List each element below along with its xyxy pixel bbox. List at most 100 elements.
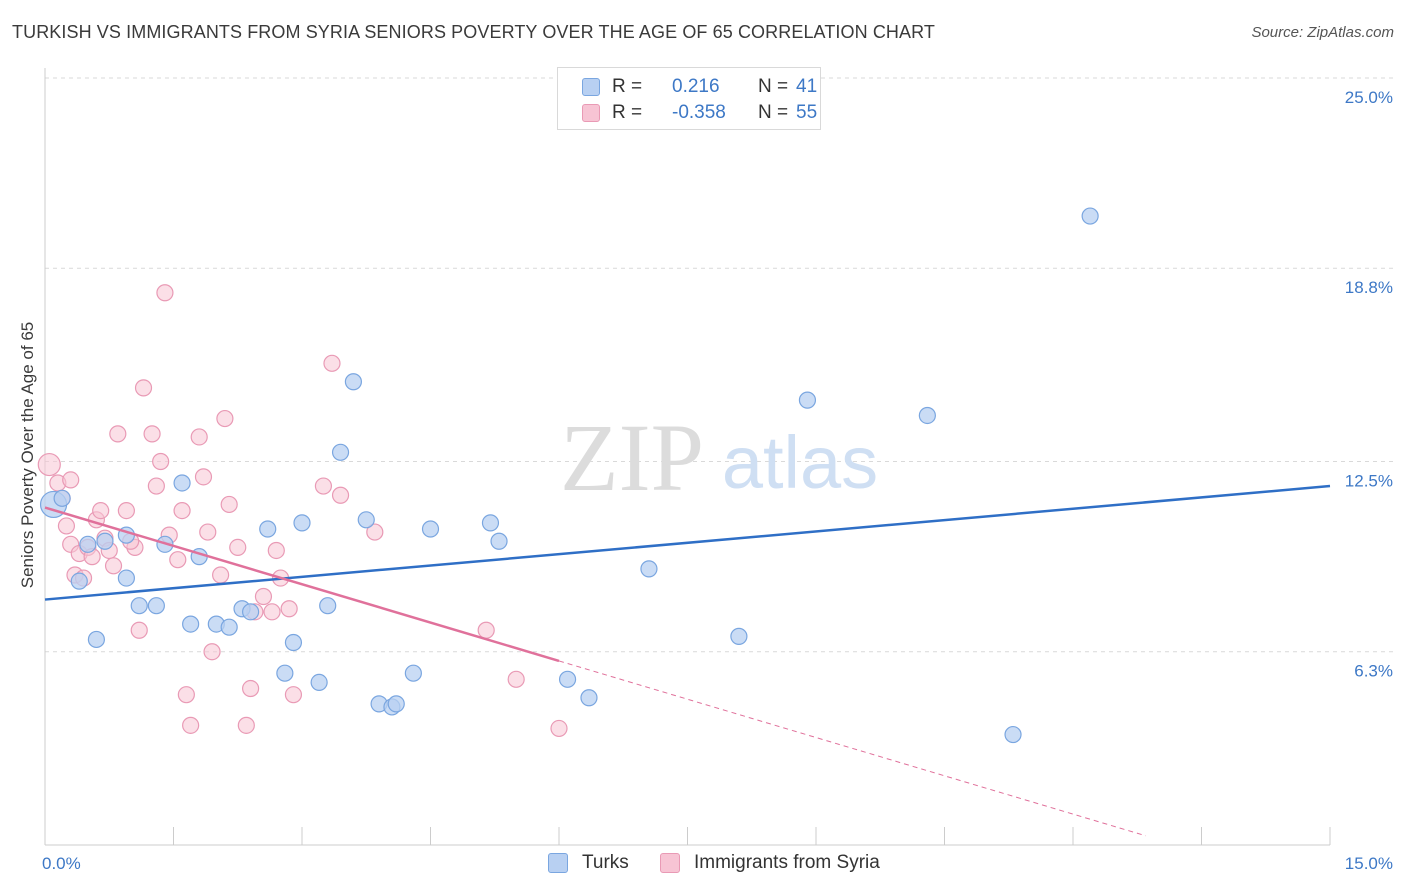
x-tick-label: 0.0% xyxy=(42,854,81,873)
y-tick-label: 6.3% xyxy=(1354,662,1393,681)
turks-point xyxy=(798,391,817,409)
x-tick-label: 15.0% xyxy=(1345,854,1393,873)
turks-point xyxy=(918,406,936,425)
turks-swatch xyxy=(548,853,568,873)
syria-point xyxy=(550,719,568,738)
syria-point xyxy=(152,452,170,471)
r-label: R = xyxy=(612,102,643,123)
turks-point xyxy=(53,489,71,507)
turks-point xyxy=(1081,207,1099,225)
syria-point xyxy=(216,409,234,428)
syria-point xyxy=(220,495,238,514)
watermark: ZIP atlas xyxy=(560,404,878,511)
syria-point xyxy=(280,600,298,618)
n-value: 55 xyxy=(796,102,818,123)
turks-point xyxy=(147,597,165,615)
syria-point xyxy=(130,621,148,639)
turks-point xyxy=(331,443,350,461)
y-tick-label: 12.5% xyxy=(1345,472,1393,491)
legend-label: Turks xyxy=(582,852,629,873)
turks-point xyxy=(220,618,238,636)
turks-point xyxy=(730,627,748,645)
turks-point xyxy=(558,670,577,688)
turks-point xyxy=(87,630,106,649)
turks-swatch xyxy=(582,78,600,96)
turks-point xyxy=(387,695,405,713)
chart-title: TURKISH VS IMMIGRANTS FROM SYRIA SENIORS… xyxy=(12,22,936,42)
syria-point xyxy=(156,284,174,302)
syria-point xyxy=(242,679,260,698)
syria-point xyxy=(507,670,525,688)
legend-label: Immigrants from Syria xyxy=(694,852,880,873)
syria-point xyxy=(147,477,165,495)
syria-point xyxy=(134,379,153,397)
y-tick-label: 25.0% xyxy=(1345,88,1393,107)
syria-point xyxy=(117,501,135,520)
watermark-atlas: atlas xyxy=(722,421,878,504)
syria-point xyxy=(267,541,285,560)
turks-point xyxy=(404,664,422,682)
turks-point xyxy=(481,514,500,532)
n-label: N = xyxy=(758,76,789,97)
turks-point xyxy=(310,673,328,691)
tick-labels: 6.3% 12.5% 18.8% 25.0% 0.0% 15.0% xyxy=(42,88,1393,873)
turks-point xyxy=(284,633,303,652)
y-tick-label: 18.8% xyxy=(1345,278,1393,297)
syria-point xyxy=(173,501,191,520)
r-label: R = xyxy=(612,76,643,97)
turks-point xyxy=(357,511,375,529)
turks-point xyxy=(640,560,658,578)
syria-trend-extension xyxy=(558,660,1146,837)
syria-point xyxy=(169,551,187,569)
syria-point xyxy=(104,557,123,575)
turks-point xyxy=(173,474,191,492)
turks-point xyxy=(319,597,337,615)
syria-point xyxy=(203,643,221,661)
syria-point xyxy=(190,428,208,446)
syria-point xyxy=(229,538,247,557)
turks-point xyxy=(70,572,88,590)
syria-point xyxy=(37,452,61,477)
syria-point xyxy=(194,468,213,486)
gridlines xyxy=(45,77,1393,653)
turks-point xyxy=(79,535,97,553)
series-syria-points xyxy=(37,284,568,738)
trend-lines xyxy=(44,484,1331,837)
syria-swatch xyxy=(582,104,600,122)
turks-point xyxy=(182,615,200,633)
turks-point xyxy=(276,664,294,682)
syria-point xyxy=(177,686,195,704)
syria-swatch xyxy=(660,853,680,873)
syria-point xyxy=(331,486,350,504)
turks-point xyxy=(580,689,598,707)
syria-point xyxy=(263,603,281,621)
syria-point xyxy=(254,587,273,606)
series-turks-points xyxy=(39,207,1099,744)
turks-point xyxy=(421,520,440,538)
stats-legend: R = 0.216 N = 41 R = -0.358 N = 55 xyxy=(557,67,821,130)
syria-point xyxy=(57,517,76,535)
turks-point xyxy=(344,373,362,391)
syria-point xyxy=(314,477,333,495)
turks-point xyxy=(117,569,135,587)
turks-point xyxy=(1004,725,1022,744)
r-value: 0.216 xyxy=(672,76,720,97)
syria-trend-line xyxy=(44,506,560,663)
syria-point xyxy=(366,523,384,541)
turks-point xyxy=(490,532,508,550)
turks-point xyxy=(293,514,311,532)
r-value: -0.358 xyxy=(672,102,726,123)
series-legend: Turks Immigrants from Syria xyxy=(0,852,1406,878)
syria-point xyxy=(182,716,200,734)
turks-point xyxy=(259,520,277,538)
syria-point xyxy=(109,425,127,443)
n-value: 41 xyxy=(796,76,818,97)
watermark-zip: ZIP xyxy=(560,404,704,511)
y-axis-label: Seniors Poverty Over the Age of 65 xyxy=(18,322,37,588)
syria-point xyxy=(477,621,495,639)
syria-point xyxy=(212,566,230,584)
syria-point xyxy=(92,501,110,520)
syria-point xyxy=(284,686,303,704)
syria-point xyxy=(237,716,255,734)
source-label: Source: ZipAtlas.com xyxy=(1251,24,1394,41)
